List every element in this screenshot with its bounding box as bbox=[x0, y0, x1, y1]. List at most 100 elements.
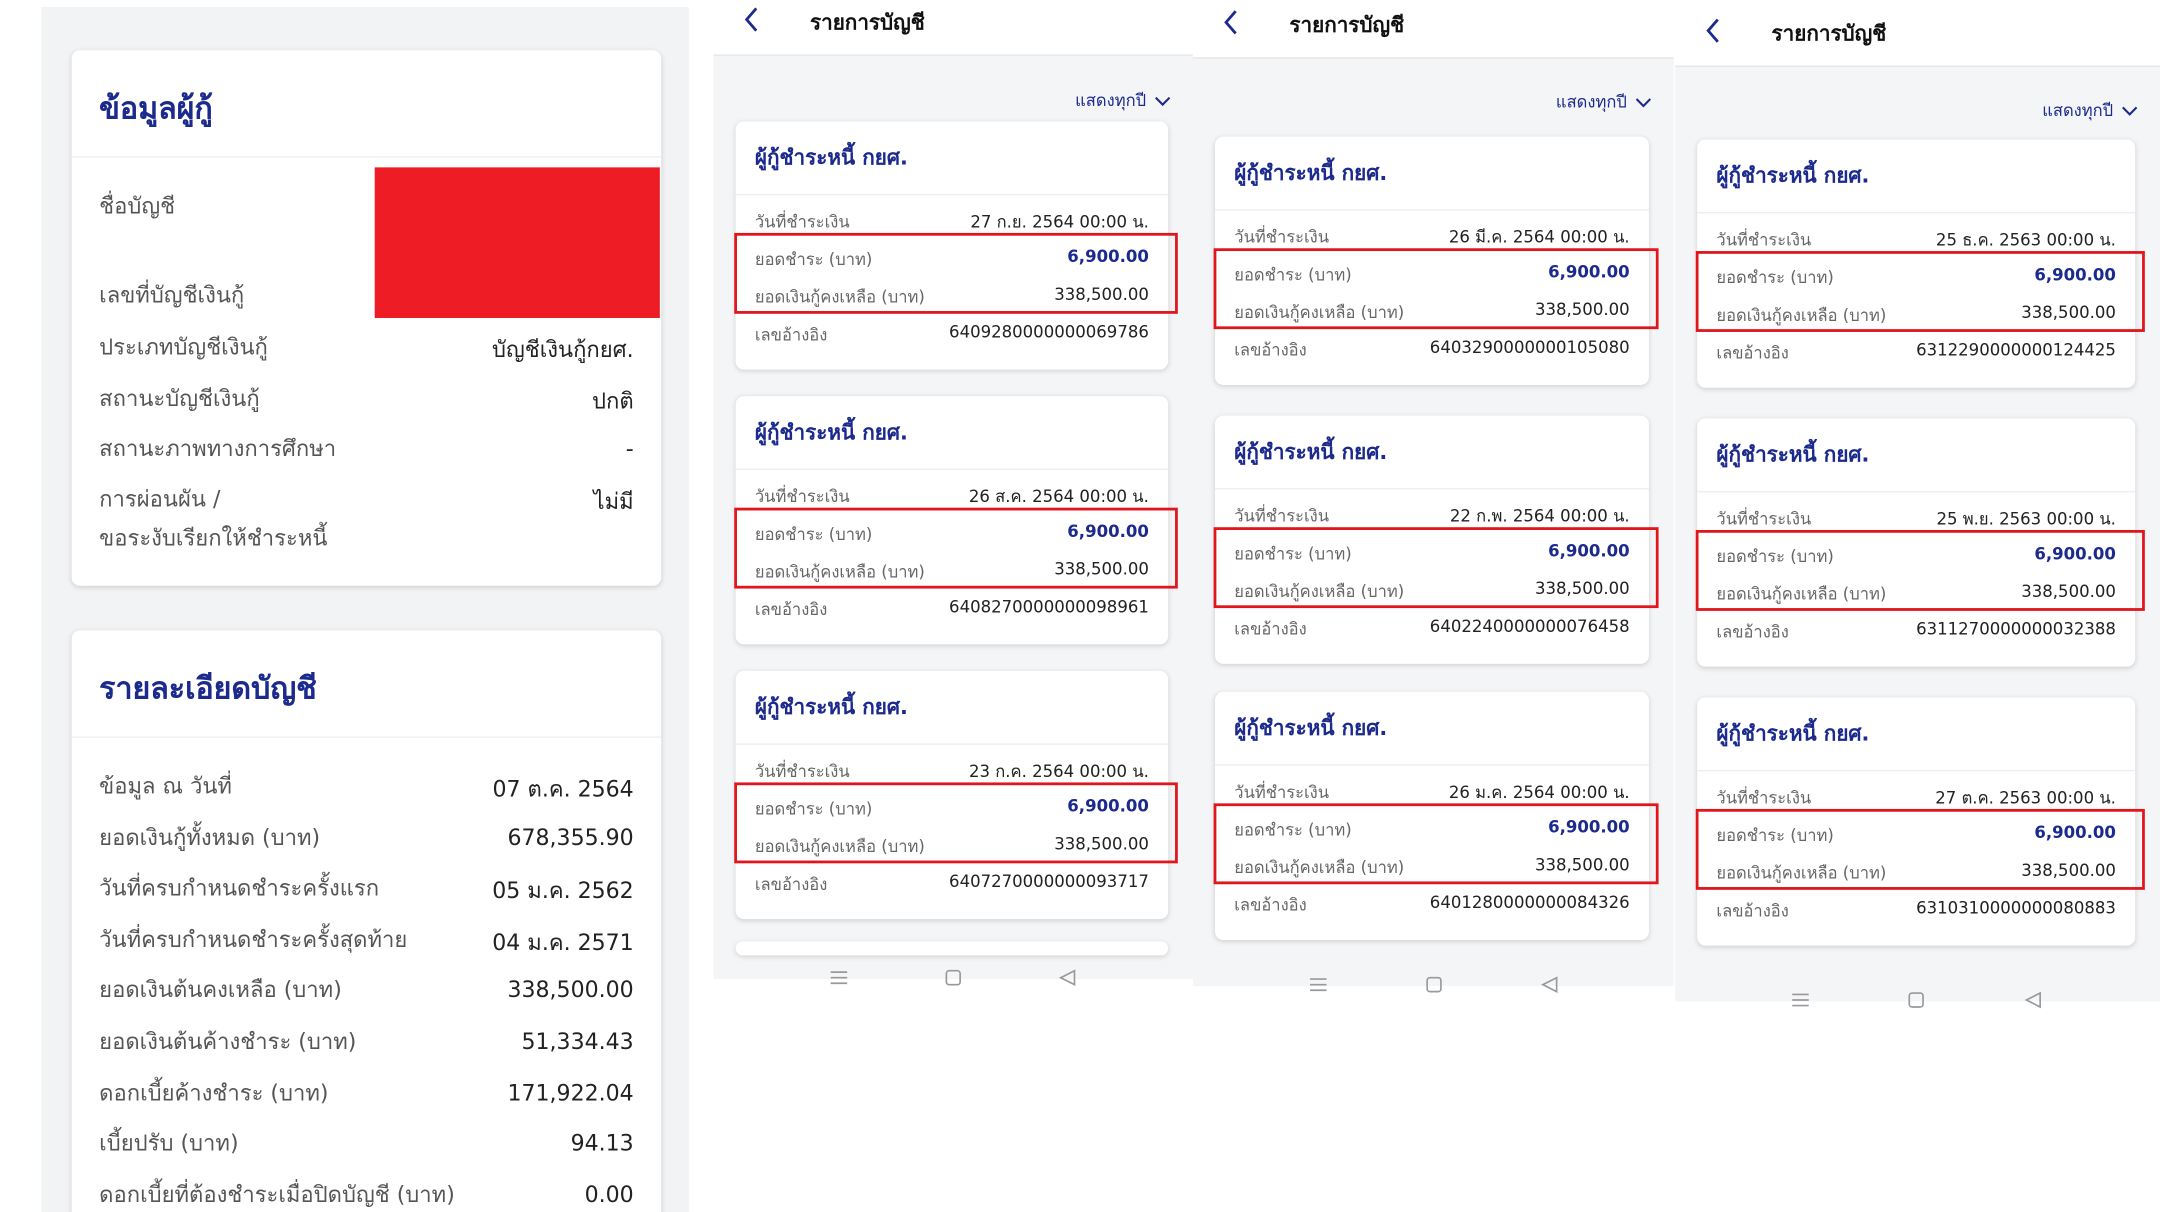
phone-screen: รายการบัญชี แสดงทุกปี ผู้กู้ชำระหนี้ กยศ. ว… bbox=[1675, 0, 2160, 1212]
field-label: เลขอ้างอิง bbox=[1234, 340, 1307, 360]
divider bbox=[1697, 211, 2136, 214]
row-value: 07 ต.ค. 2564 bbox=[492, 775, 634, 802]
field-value: 338,500.00 bbox=[1054, 284, 1149, 305]
field-value: 338,500.00 bbox=[2021, 860, 2116, 881]
card-title: รายละเอียดบัญชี bbox=[99, 672, 317, 708]
transaction-card[interactable]: ผู้กู้ชำระหนี้ กยศ. วันที่ชำระเงิน 25 ธ.ค.… bbox=[1697, 139, 2136, 388]
nav-menu[interactable] bbox=[829, 965, 848, 985]
row-value: ไม่มี bbox=[593, 488, 634, 515]
year-filter[interactable]: แสดงทุกปี bbox=[1075, 88, 1171, 114]
row-value: 0.00 bbox=[584, 1181, 634, 1208]
field-label: ยอดเงินกู้คงเหลือ (บาท) bbox=[754, 836, 925, 857]
back-button[interactable] bbox=[1221, 8, 1243, 36]
row-value: 05 ม.ค. 2562 bbox=[492, 877, 634, 905]
back-button[interactable] bbox=[1703, 17, 1725, 45]
redacted-block bbox=[374, 167, 660, 318]
card-title: ผู้กู้ชำระหนี้ กยศ. bbox=[1716, 442, 1870, 468]
field-value: 22 ก.พ. 2564 00:00 น. bbox=[1449, 506, 1630, 526]
nav-back[interactable] bbox=[2024, 987, 2043, 1009]
transaction-card[interactable]: ผู้กู้ชำระหนี้ กยศ. วันที่ชำระเงิน 27 ต.ค.… bbox=[1697, 697, 2136, 946]
field-value: 338,500.00 bbox=[2021, 302, 2116, 323]
filter-label: แสดงทุกปี bbox=[2042, 100, 2114, 120]
row-value: - bbox=[625, 435, 634, 462]
transaction-card[interactable]: ผู้กู้ชำระหนี้ กยศ. วันที่ชำระเงิน 27 ก.ย.… bbox=[735, 121, 1169, 370]
card-title: ผู้กู้ชำระหนี้ กยศ. bbox=[754, 694, 908, 720]
field-label: ยอดเงินกู้คงเหลือ (บาท) bbox=[1234, 857, 1405, 878]
field-label: ยอดเงินกู้คงเหลือ (บาท) bbox=[754, 287, 925, 307]
field-value: 6,900.00 bbox=[1067, 796, 1149, 816]
back-button[interactable] bbox=[741, 6, 763, 34]
field-label: เลขอ้างอิง bbox=[1716, 343, 1789, 363]
row-value: 51,334.43 bbox=[521, 1027, 634, 1055]
field-value: 27 ต.ค. 2563 00:00 น. bbox=[1935, 788, 2116, 808]
field-value: 338,500.00 bbox=[1054, 559, 1149, 579]
chevron-down bbox=[1154, 91, 1171, 111]
transaction-card[interactable]: ผู้กู้ชำระหนี้ กยศ. วันที่ชำระเงิน 26 ม.ค.… bbox=[1214, 691, 1649, 941]
filter-label: แสดงทุกปี bbox=[1555, 92, 1627, 112]
transaction-card[interactable]: ผู้กู้ชำระหนี้ กยศ. วันที่ชำระเงิน 26 มี.ค… bbox=[1214, 136, 1649, 385]
chevron-down bbox=[2121, 101, 2138, 121]
field-label: วันที่ชำระเงิน bbox=[1716, 230, 1812, 250]
field-label: เลขอ้างอิง bbox=[1716, 900, 1789, 921]
transaction-card[interactable]: ผู้กู้ชำระหนี้ กยศ. วันที่ชำระเงิน 22 ก.พ.… bbox=[1214, 415, 1649, 664]
nav-home[interactable] bbox=[944, 965, 963, 986]
field-value: 338,500.00 bbox=[1534, 578, 1630, 599]
field-label: วันที่ชำระเงิน bbox=[1716, 509, 1812, 529]
nav-menu[interactable] bbox=[1791, 987, 1810, 1007]
field-label: วันที่ชำระเงิน bbox=[1716, 788, 1812, 808]
nav-menu[interactable] bbox=[1309, 972, 1328, 992]
field-label: วันที่ชำระเงิน bbox=[1234, 506, 1330, 526]
field-value: 6,900.00 bbox=[2034, 822, 2116, 843]
highlight-box bbox=[734, 782, 1178, 864]
field-value: 6,900.00 bbox=[1548, 262, 1630, 282]
field-value: 6,900.00 bbox=[1548, 817, 1630, 837]
field-label: ยอดชำระ (บาท) bbox=[754, 524, 873, 544]
row-label: ข้อมูล ณ วันที่ bbox=[99, 772, 232, 800]
chevron-down bbox=[1635, 93, 1652, 113]
nav-home[interactable] bbox=[1907, 987, 1926, 1008]
account-card: รายละเอียดบัญชีข้อมูล ณ วันที่ 07 ต.ค. 25… bbox=[71, 630, 662, 1212]
row-value: 171,922.04 bbox=[507, 1078, 634, 1106]
field-value: 6,900.00 bbox=[2034, 264, 2116, 285]
row-label: วันที่ครบกำหนดชำระครั้งแรก bbox=[99, 874, 380, 902]
divider bbox=[1697, 769, 2136, 772]
highlight-box bbox=[1695, 529, 2145, 611]
field-value: 6,900.00 bbox=[2034, 543, 2116, 564]
card-title: ผู้กู้ชำระหนี้ กยศ. bbox=[1234, 439, 1388, 465]
field-value: 6402240000000076458 bbox=[1429, 616, 1630, 636]
field-value: 338,500.00 bbox=[1054, 834, 1149, 854]
back-icon bbox=[1224, 10, 1237, 35]
header-bar bbox=[713, 0, 1193, 56]
year-filter[interactable]: แสดงทุกปี bbox=[1556, 89, 1652, 115]
nav-back[interactable] bbox=[1058, 965, 1077, 987]
field-value: 6311270000000032388 bbox=[1916, 619, 2116, 639]
field-label: วันที่ชำระเงิน bbox=[754, 211, 850, 232]
year-filter[interactable]: แสดงทุกปี bbox=[2042, 98, 2138, 124]
row-value: 678,355.90 bbox=[507, 823, 634, 851]
field-value: 338,500.00 bbox=[2021, 581, 2116, 602]
row-label: ประเภทบัญชีเงินกู้ bbox=[99, 333, 268, 360]
row-label: ชื่อบัญชี bbox=[99, 192, 176, 219]
row-label: สถานะบัญชีเงินกู้ bbox=[99, 384, 260, 412]
row-label: สถานะภาพทางการศึกษา bbox=[99, 435, 337, 462]
borrower-card: ข้อมูลผู้กู้ ชื่อบัญชี เลขที่บัญชีเงินกู้ป… bbox=[71, 50, 662, 586]
header-title: รายการบัญชี bbox=[809, 9, 925, 35]
nav-back[interactable] bbox=[1540, 972, 1559, 993]
transaction-card[interactable]: ผู้กู้ชำระหนี้ กยศ. วันที่ชำระเงิน 26 ส.ค.… bbox=[735, 396, 1169, 645]
row-label: ยอดเงินต้นค้างชำระ (บาท) bbox=[99, 1027, 357, 1055]
highlight-box bbox=[1213, 248, 1659, 330]
field-value: 6,900.00 bbox=[1067, 521, 1149, 542]
field-value: 23 ก.ค. 2564 00:00 น. bbox=[968, 761, 1149, 782]
field-label: ยอดชำระ (บาท) bbox=[1716, 825, 1834, 846]
field-value: 26 มี.ค. 2564 00:00 น. bbox=[1448, 227, 1630, 247]
field-label: ยอดเงินกู้คงเหลือ (บาท) bbox=[754, 562, 925, 582]
field-value: 6,900.00 bbox=[1548, 541, 1630, 561]
card-title: ผู้กู้ชำระหนี้ กยศ. bbox=[1234, 160, 1388, 186]
header-bar bbox=[1675, 0, 2160, 67]
transaction-card[interactable]: ผู้กู้ชำระหนี้ กยศ. วันที่ชำระเงิน 25 พ.ย.… bbox=[1697, 418, 2136, 667]
row-label: ดอกเบี้ยที่ต้องชำระเมื่อปิดบัญชี (บาท) bbox=[99, 1181, 455, 1208]
row-value: 94.13 bbox=[570, 1129, 634, 1157]
nav-home[interactable] bbox=[1424, 972, 1443, 993]
transaction-card[interactable]: ผู้กู้ชำระหนี้ กยศ. วันที่ชำระเงิน 23 ก.ค.… bbox=[735, 670, 1169, 920]
field-value: 6,900.00 bbox=[1067, 246, 1149, 267]
